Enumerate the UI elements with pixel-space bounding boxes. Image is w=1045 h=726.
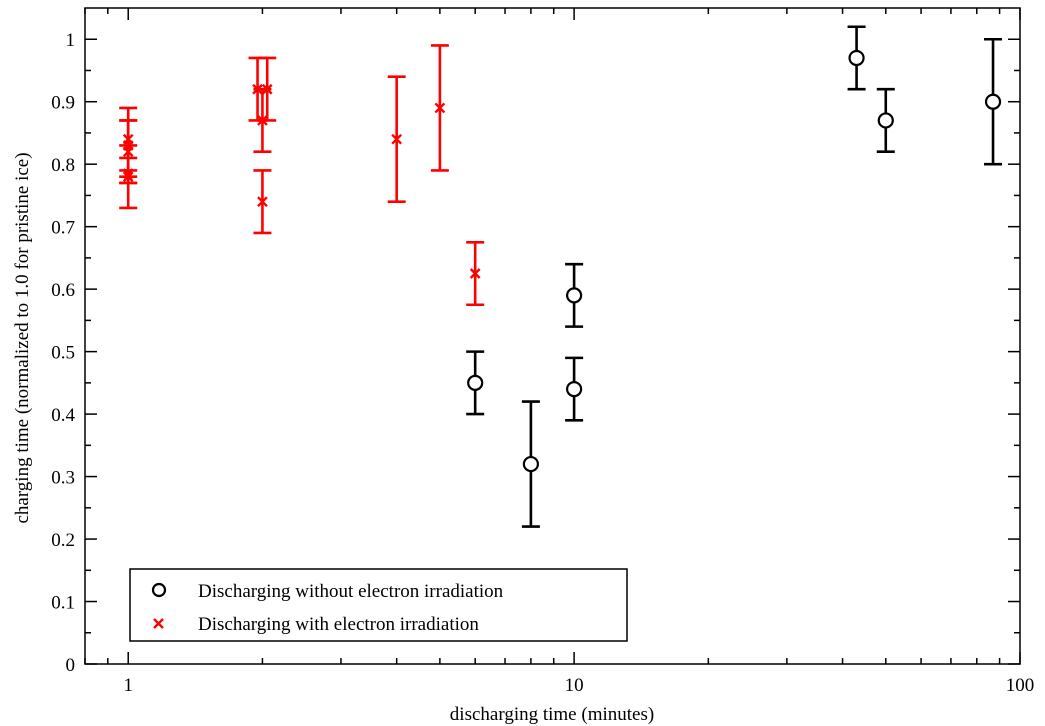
x-tick-label: 10 [565, 675, 584, 696]
y-tick-label: 0.7 [51, 218, 75, 239]
plot-frame [84, 7, 1021, 665]
data-point-circle [566, 381, 583, 398]
data-point-circle [984, 93, 1002, 110]
legend-x-marker [153, 618, 164, 629]
data-point-x [469, 268, 481, 279]
y-tick-label: 0.6 [51, 280, 75, 301]
data-point-x [261, 83, 273, 95]
y-tick-label: 0.1 [51, 593, 75, 614]
y-tick-label: 0.4 [51, 405, 75, 426]
x-axis-title: discharging time (minutes) [450, 704, 654, 725]
y-tick-label: 0.5 [51, 343, 75, 364]
y-axis-title: charging time (normalized to 1.0 for pri… [12, 152, 33, 523]
y-tick-label: 0 [66, 655, 76, 676]
legend: Discharging without electron irradiation… [129, 568, 628, 642]
legend-label-with-irradiation: Discharging with electron irradiation [198, 614, 479, 635]
y-tick-label: 0.9 [51, 93, 75, 114]
x-tick-label: 100 [1006, 675, 1035, 696]
data-point-x [122, 168, 134, 179]
data-point-circle [522, 455, 539, 473]
axis-ticks [84, 8, 1021, 665]
data-marks [119, 25, 1003, 528]
legend-box [129, 568, 628, 642]
y-tick-label: 0.3 [51, 468, 75, 489]
series-with-irradiation [119, 44, 485, 307]
legend-circle-marker [151, 582, 167, 598]
data-point-circle [566, 287, 583, 304]
data-point-x [257, 196, 268, 208]
y-tick-label: 0.8 [51, 155, 75, 176]
data-point-circle [467, 374, 484, 391]
data-point-circle [877, 112, 894, 129]
data-point-x [434, 102, 446, 114]
legend-label-without-irradiation: Discharging without electron irradiation [198, 581, 504, 602]
data-point-x [391, 133, 403, 145]
data-point-circle [848, 49, 865, 67]
axis-tick-labels: 1 10 100 0 0.1 0.2 0.3 0.4 0.5 0.6 0.7 0.8 0.9 1 [51, 30, 1034, 696]
y-tick-label: 1 [66, 30, 76, 51]
x-tick-label: 1 [123, 675, 133, 696]
y-tick-label: 0.2 [51, 530, 75, 551]
series-without-irradiation [466, 25, 1003, 528]
